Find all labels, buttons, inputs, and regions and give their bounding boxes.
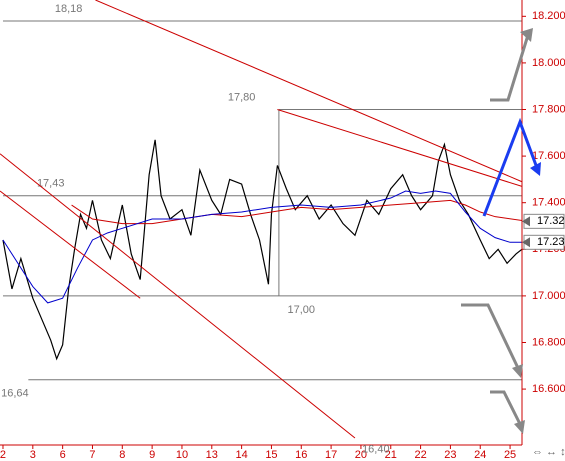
x-tick-label: 2 — [0, 449, 6, 461]
trendline — [277, 109, 523, 187]
annotations — [461, 28, 541, 434]
y-tick-label: 16.800 — [532, 336, 565, 348]
x-tick-label: 22 — [414, 449, 426, 461]
price-line — [71, 199, 522, 225]
end-label: 17.23 — [537, 236, 565, 248]
x-tick-label: 23 — [444, 449, 456, 461]
price-line — [2, 190, 522, 304]
x-tick-label: 8 — [119, 449, 125, 461]
y-tick-label: 17.000 — [532, 290, 565, 302]
level-label: 18,18 — [55, 3, 83, 15]
arrow — [461, 303, 520, 369]
x-tick-label: 20 — [355, 449, 367, 461]
x-tick-label: 24 — [474, 449, 486, 461]
end-label-pointer — [522, 216, 530, 227]
x-tick-label: 3 — [30, 449, 36, 461]
y-tick-label: 18.000 — [532, 57, 565, 69]
x-tick-label: 7 — [89, 449, 95, 461]
x-tick-label: 17 — [325, 449, 337, 461]
x-tick-label: 21 — [385, 449, 397, 461]
level-label: 17,00 — [288, 304, 316, 316]
x-tick-label: 13 — [206, 449, 218, 461]
y-tick-label: 18.200 — [532, 10, 565, 22]
arrow — [490, 34, 530, 102]
y-tick-label: 17.800 — [532, 103, 565, 115]
x-tick-label: 10 — [176, 449, 188, 461]
trendline — [0, 153, 356, 439]
scroll-icons[interactable]: ⇔ ↔ ↕ — [532, 446, 565, 458]
trendline — [0, 190, 141, 299]
end-label-pointer — [522, 237, 530, 248]
arrow-head — [520, 28, 533, 42]
plot-area — [0, 0, 522, 445]
level-label: 17,43 — [37, 178, 65, 190]
x-tick-label: 9 — [149, 449, 155, 461]
level-label: 16,64 — [1, 388, 29, 400]
x-tick-label: 16 — [295, 449, 307, 461]
y-tick-label: 17.600 — [532, 150, 565, 162]
arrow — [490, 390, 522, 425]
arrow-head — [530, 162, 541, 176]
arrow-head — [514, 420, 525, 434]
level-label: 16,40 — [362, 444, 390, 456]
y-tick-label: 17.400 — [532, 197, 565, 209]
x-tick-label: 25 — [504, 449, 516, 461]
arrow — [482, 117, 539, 217]
level-label: 17,80 — [228, 91, 256, 103]
arrow-head — [512, 364, 523, 378]
x-tick-label: 15 — [265, 449, 277, 461]
x-tick-label: 6 — [60, 449, 66, 461]
x-tick-label: 14 — [235, 449, 247, 461]
trendline — [95, 0, 523, 183]
plot — [2, 20, 522, 381]
end-label: 17.32 — [537, 215, 565, 227]
y-tick-label: 16.600 — [532, 383, 565, 395]
price-line — [2, 139, 522, 361]
